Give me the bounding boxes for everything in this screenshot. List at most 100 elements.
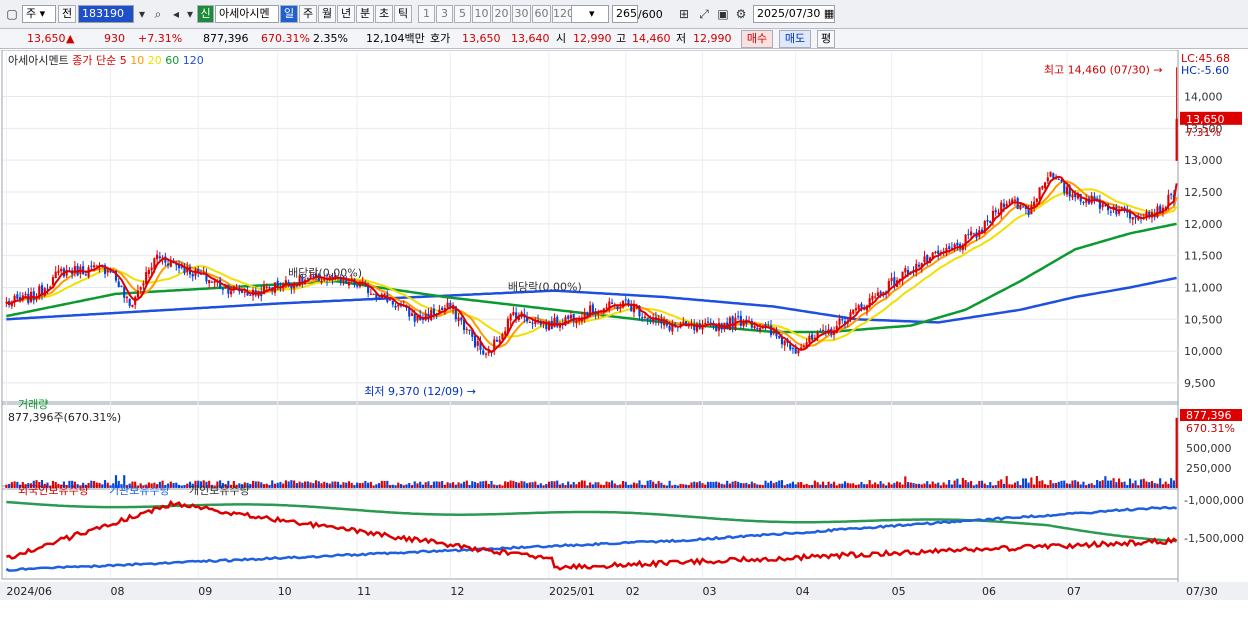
sell-button[interactable]: 매도: [779, 30, 811, 48]
candle-body: [213, 280, 216, 283]
volume-bar: [405, 484, 408, 488]
quote-low: 12,990: [693, 32, 732, 45]
volume-bar: [775, 481, 778, 488]
volume-bar: [934, 483, 937, 488]
candle-body: [106, 270, 109, 273]
volume-bar: [923, 483, 926, 488]
volume-bar: [175, 482, 178, 488]
volume-bar: [1068, 483, 1071, 488]
volume-bar: [5, 484, 8, 488]
volume-bar: [60, 484, 63, 488]
code-input[interactable]: 183190: [78, 5, 134, 23]
interval-button[interactable]: 30: [512, 5, 531, 23]
speaker-icon[interactable]: ◂: [172, 7, 180, 21]
volume-bar: [926, 481, 929, 488]
new-badge[interactable]: 신: [197, 5, 214, 23]
candle-body: [394, 305, 397, 308]
volume-bar: [309, 482, 312, 488]
candle-body: [287, 281, 290, 285]
gear-icon[interactable]: ⚙: [735, 7, 747, 21]
volume-bar: [1005, 476, 1008, 488]
volume-bar: [210, 484, 213, 488]
volume-bar: [219, 480, 222, 488]
volume-bar: [378, 483, 381, 488]
market-value: 주: [26, 7, 37, 20]
period-button[interactable]: 초: [375, 5, 393, 23]
candle-body: [832, 331, 836, 335]
period-button[interactable]: 년: [337, 5, 355, 23]
candle-body: [424, 313, 427, 321]
x-axis-bar: [0, 582, 1248, 600]
candle-body: [60, 268, 63, 272]
interval-button[interactable]: 10: [472, 5, 491, 23]
candle-body: [139, 287, 142, 290]
volume-bar: [473, 482, 477, 488]
interval-button[interactable]: 1: [418, 5, 435, 23]
date-input[interactable]: 2025/07/30 ▦: [753, 5, 835, 23]
volume-bar: [1175, 417, 1178, 488]
y-tick-label: 11,500: [1184, 250, 1223, 263]
volume-bar: [471, 481, 474, 488]
volume-bar: [19, 484, 22, 488]
volume-bar: [950, 484, 953, 488]
volume-bar: [572, 482, 575, 488]
period-button[interactable]: 일: [280, 5, 298, 23]
candle-body: [983, 220, 986, 233]
candle-body: [1024, 206, 1027, 209]
candle-body: [904, 268, 907, 273]
interval-select[interactable]: ▾: [571, 5, 609, 23]
dropdown-icon[interactable]: ▾: [186, 7, 194, 21]
period-button[interactable]: 틱: [394, 5, 412, 23]
candle-body: [643, 316, 647, 318]
volume-bar: [1052, 483, 1055, 488]
period-button[interactable]: 주: [299, 5, 317, 23]
volume-bar: [1057, 481, 1060, 488]
trend-icon[interactable]: ⤢: [699, 7, 709, 21]
period-button[interactable]: 월: [318, 5, 336, 23]
dropdown-icon[interactable]: ▾: [138, 7, 146, 21]
volume-bars: [5, 417, 1178, 488]
candle-body: [920, 263, 923, 268]
candle-icon[interactable]: ⊞: [678, 7, 690, 21]
candle-body: [1005, 203, 1008, 207]
interval-button[interactable]: 5: [454, 5, 471, 23]
save-icon[interactable]: ▣: [717, 7, 729, 21]
volume-bar: [939, 485, 943, 488]
period-button[interactable]: 분: [356, 5, 374, 23]
interval-button[interactable]: 120: [552, 5, 574, 23]
candle-body: [1060, 180, 1063, 182]
window-icon[interactable]: ▢: [6, 7, 18, 21]
volume-bar: [602, 484, 605, 488]
volume-bar: [1118, 478, 1121, 488]
volume-bar: [545, 483, 548, 488]
even-button[interactable]: 평: [817, 30, 835, 48]
volume-bar: [79, 485, 82, 488]
volume-bar: [375, 484, 378, 488]
candle-body: [1027, 208, 1030, 216]
candle-body: [293, 283, 296, 289]
volume-bar: [608, 482, 611, 488]
candle-body: [797, 350, 800, 354]
search-icon[interactable]: ⌕: [154, 7, 162, 21]
volume-bar: [87, 482, 90, 488]
candle-body: [854, 308, 858, 311]
candle-body: [314, 273, 318, 278]
candle-body: [249, 294, 252, 296]
volume-bar: [213, 485, 216, 488]
candle-body: [764, 324, 767, 328]
quote-high-label: 고: [616, 32, 627, 45]
count-input[interactable]: 265: [612, 5, 638, 23]
interval-button[interactable]: 3: [436, 5, 453, 23]
candle-body: [1090, 195, 1093, 204]
interval-button[interactable]: 20: [492, 5, 511, 23]
volume-bar: [265, 483, 268, 488]
volume-bar: [131, 481, 134, 488]
interval-button[interactable]: 60: [532, 5, 551, 23]
candle-body: [578, 319, 581, 322]
chart-labels: 9,500 10,000 10,500 11,000 11,500 12,000 12,50…: [6, 52, 1244, 598]
market-select[interactable]: 주 ▾: [22, 5, 56, 23]
volume-bar: [885, 485, 888, 488]
volume-bar: [621, 481, 625, 488]
buy-button[interactable]: 매수: [741, 30, 773, 48]
prev-button[interactable]: 전: [58, 5, 76, 23]
